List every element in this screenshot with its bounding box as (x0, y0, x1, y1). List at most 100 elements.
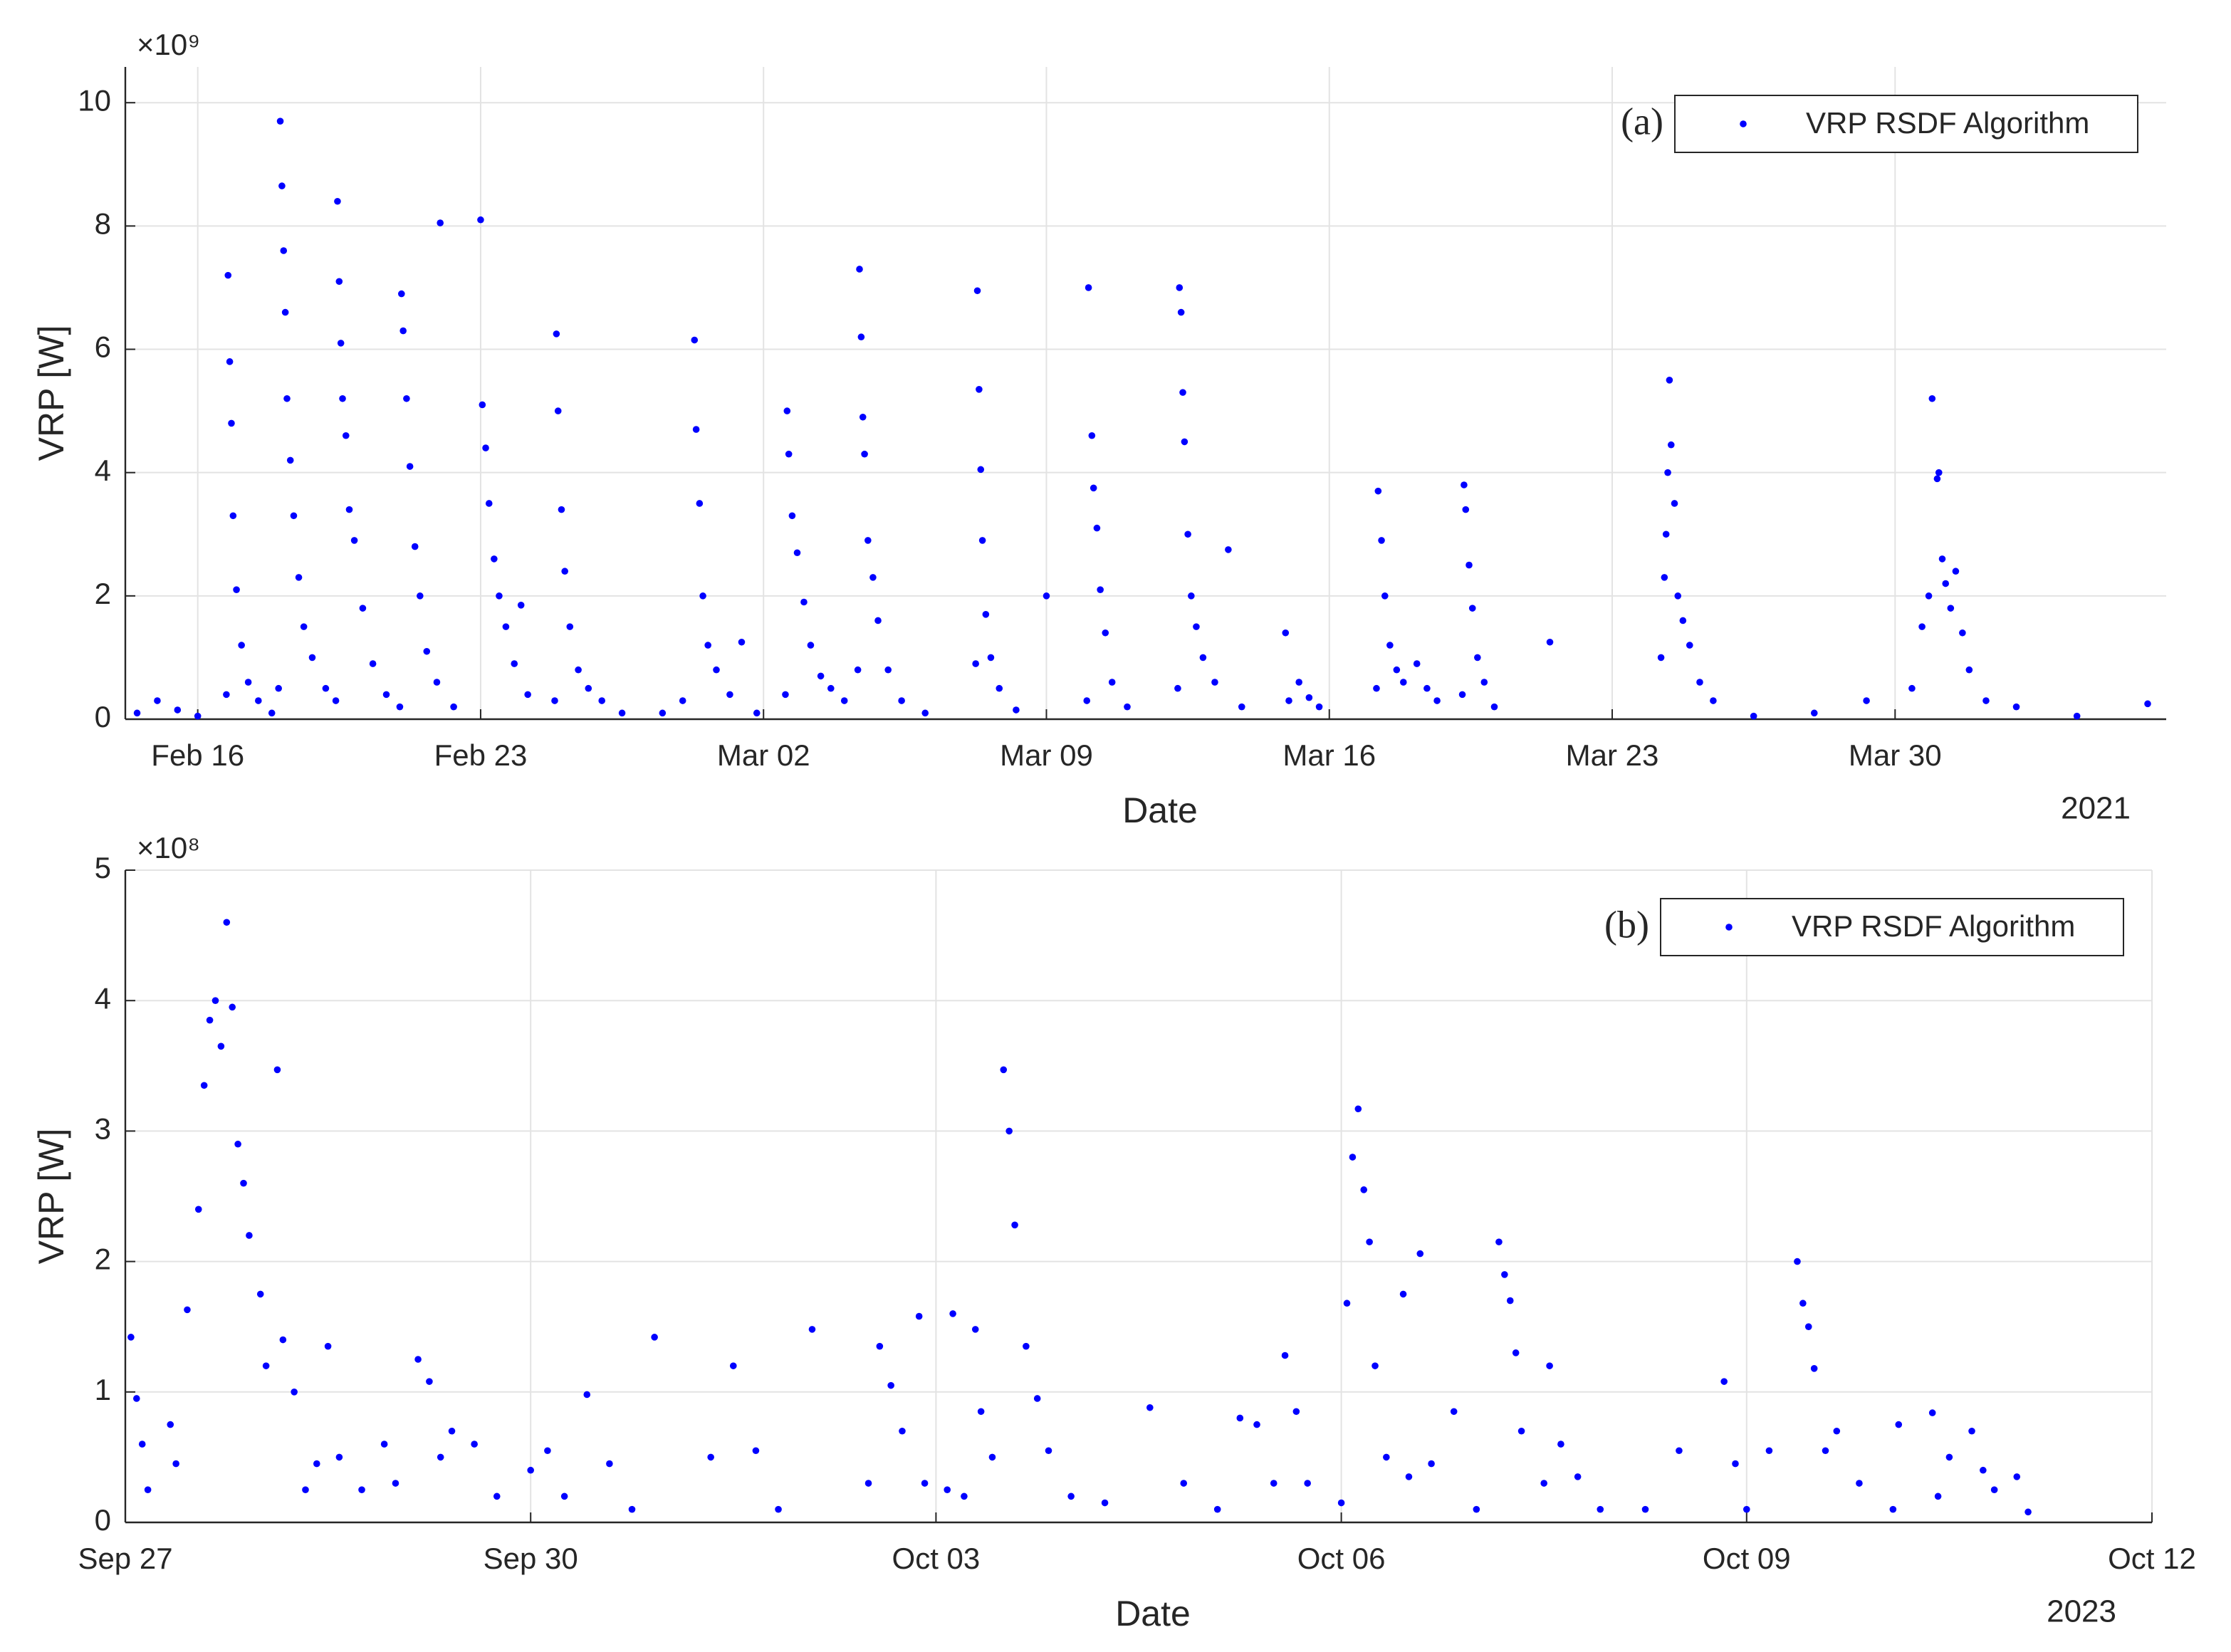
data-point (1405, 1473, 1413, 1480)
data-point (1146, 1403, 1154, 1411)
data-point (1067, 1492, 1075, 1500)
data-point (1933, 475, 1941, 483)
data-point (585, 684, 592, 692)
data-point (1968, 1427, 1975, 1435)
data-point (1399, 679, 1407, 686)
data-point (1674, 592, 1682, 600)
data-point (1305, 694, 1313, 701)
data-point (1097, 586, 1104, 593)
data-point (511, 660, 518, 667)
data-point (1468, 605, 1476, 612)
data-point (982, 611, 990, 618)
data-point (1918, 623, 1926, 630)
data-point (211, 997, 219, 1004)
data-point (335, 278, 343, 286)
data-point (752, 1447, 760, 1455)
data-point (1928, 394, 1936, 402)
data-point (1304, 1480, 1311, 1487)
data-point (229, 1003, 236, 1011)
data-point (1935, 469, 1943, 476)
data-point (479, 401, 486, 409)
data-point (1965, 666, 1973, 674)
data-point (1710, 697, 1717, 704)
data-point (502, 623, 510, 630)
data-point (295, 574, 303, 581)
data-point (1184, 530, 1191, 538)
data-point (961, 1492, 968, 1500)
data-point (1383, 1453, 1390, 1461)
data-point (1000, 1066, 1008, 1074)
data-point (707, 1453, 714, 1461)
data-point (1512, 1349, 1520, 1356)
data-point (396, 703, 404, 711)
data-point (1090, 484, 1097, 492)
legend-marker (1725, 924, 1733, 931)
data-point (856, 266, 863, 273)
data-point (382, 691, 390, 699)
data-point (1908, 684, 1916, 692)
data-point (1343, 1300, 1351, 1307)
data-point (1378, 537, 1385, 544)
data-point (1088, 432, 1096, 439)
data-point (949, 1310, 956, 1317)
data-point (544, 1447, 551, 1455)
data-point (1285, 697, 1292, 704)
data-point (200, 1082, 208, 1089)
x-tick-label: Oct 12 (2108, 1542, 2196, 1575)
data-point (1462, 506, 1470, 513)
data-point (1750, 712, 1757, 720)
data-point (1557, 1441, 1564, 1448)
data-point (240, 1179, 247, 1187)
data-point (692, 426, 700, 433)
data-point (238, 642, 245, 649)
data-point (1295, 679, 1302, 686)
data-point (1506, 1297, 1514, 1305)
data-point (423, 647, 431, 655)
data-point (1213, 1505, 1221, 1513)
data-point (915, 1312, 923, 1320)
panel-label: (b) (1604, 903, 1649, 946)
data-point (1393, 666, 1401, 674)
data-point (1980, 1466, 1987, 1474)
data-point (699, 592, 706, 600)
data-point (414, 1356, 422, 1363)
data-point (1281, 1352, 1289, 1359)
data-point (996, 684, 1003, 692)
data-point (1671, 500, 1678, 507)
data-point (359, 605, 367, 612)
data-point (1501, 1271, 1508, 1278)
y-axis-label: VRP [W] (31, 325, 71, 461)
data-point (775, 1505, 782, 1513)
data-point (1794, 1258, 1801, 1265)
data-point (392, 1480, 399, 1487)
data-point (496, 592, 503, 600)
y-tick-label: 10 (78, 83, 111, 117)
data-point (482, 444, 489, 451)
data-point (1124, 703, 1131, 711)
data-point (127, 1334, 135, 1341)
data-point (335, 1453, 343, 1461)
data-point (278, 182, 286, 189)
x-tick-label: Oct 09 (1703, 1542, 1791, 1575)
data-point (1360, 1186, 1368, 1193)
x-axis-label: Date (1115, 1594, 1191, 1633)
data-point (1005, 1127, 1013, 1135)
x-tick-label: Feb 16 (151, 738, 244, 772)
data-point (1574, 1473, 1582, 1480)
data-point (133, 1395, 140, 1402)
data-point (313, 1460, 320, 1468)
data-point (854, 666, 862, 674)
data-point (1664, 469, 1671, 476)
data-point (977, 1408, 985, 1416)
data-point (226, 358, 234, 365)
x-tick-label: Mar 02 (717, 738, 810, 772)
data-point (800, 598, 808, 606)
data-point (1085, 284, 1092, 291)
legend-box (1660, 898, 2124, 956)
data-point (1810, 709, 1818, 717)
x-tick-label: Oct 06 (1297, 1542, 1386, 1575)
data-point (782, 691, 789, 699)
data-point (874, 617, 882, 624)
data-point (450, 703, 457, 711)
